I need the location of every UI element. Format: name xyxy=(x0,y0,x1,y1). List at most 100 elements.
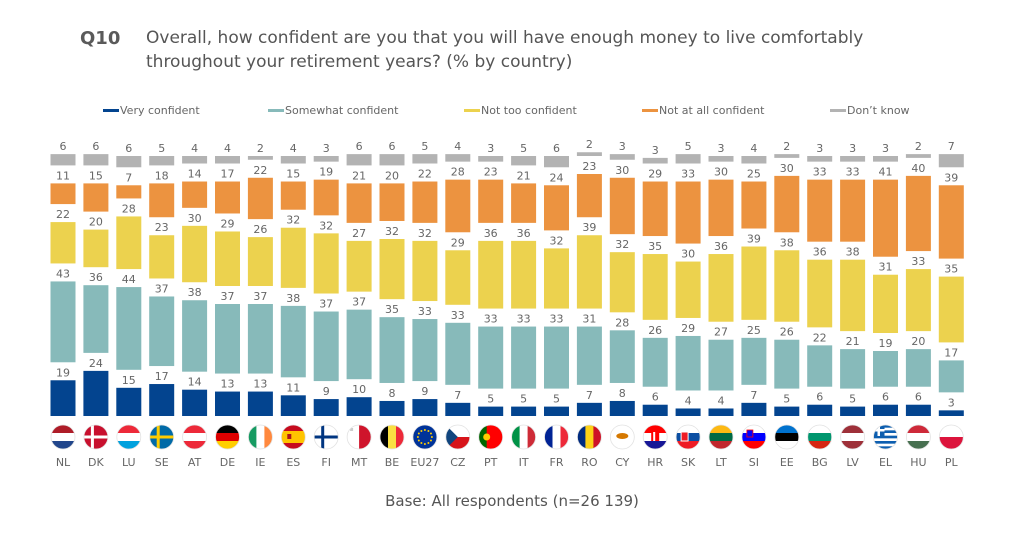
data-label: 39 xyxy=(747,233,761,246)
legend-item-dont-know: Don’t know xyxy=(830,104,910,117)
x-tick-label: HU xyxy=(910,456,926,469)
bar-segment-not-too-confident-mt xyxy=(346,240,372,292)
data-label: 24 xyxy=(550,171,564,184)
data-label: 3 xyxy=(619,140,626,153)
bar-segment-very-confident-ee xyxy=(774,406,800,416)
flag-icon-hu xyxy=(906,424,931,450)
bar-segment-not-at-all-confident-de xyxy=(215,181,240,214)
legend-label: Don’t know xyxy=(847,104,910,117)
bar-segment-very-confident-bg xyxy=(807,404,833,416)
data-label: 33 xyxy=(550,313,564,326)
data-label: 37 xyxy=(319,298,333,311)
data-label: 3 xyxy=(816,142,823,155)
bar-segment-somewhat-confident-hu xyxy=(905,349,931,387)
bar-segment-not-at-all-confident-sk xyxy=(675,181,701,244)
data-label: 4 xyxy=(718,394,725,407)
legend-label: Very confident xyxy=(120,104,200,117)
data-label: 5 xyxy=(421,140,428,153)
bar-segment-very-confident-be xyxy=(379,400,405,416)
data-label: 26 xyxy=(780,326,794,339)
data-label: 5 xyxy=(158,142,165,155)
data-label: 21 xyxy=(517,169,531,182)
bar-segment-not-at-all-confident-bg xyxy=(807,179,833,242)
bar-segment-not-at-all-confident-nl xyxy=(50,183,76,205)
legend-item-not-at-all-confident: Not at all confident xyxy=(642,104,764,117)
bar-segment-don-t-know-ro xyxy=(576,152,602,156)
bar-segment-don-t-know-se xyxy=(149,156,175,166)
bar-segment-not-too-confident-bg xyxy=(807,259,833,328)
data-label: 36 xyxy=(89,271,103,284)
data-label: 27 xyxy=(352,227,366,240)
bar-segment-somewhat-confident-nl xyxy=(50,281,76,363)
data-label: 32 xyxy=(550,234,564,247)
bar-segment-very-confident-el xyxy=(873,404,898,416)
bar-segment-very-confident-fi xyxy=(313,399,339,416)
bar-segment-very-confident-es xyxy=(280,395,306,416)
data-label: 36 xyxy=(484,227,498,240)
bar-segment-don-t-know-it xyxy=(511,156,537,166)
data-label: 35 xyxy=(944,263,958,276)
data-label: 28 xyxy=(451,166,465,179)
data-label: 2 xyxy=(257,142,264,155)
bar-segment-not-too-confident-pt xyxy=(478,240,504,309)
data-label: 3 xyxy=(323,142,330,155)
flag-icon-ie xyxy=(247,424,273,450)
data-label: 30 xyxy=(188,212,202,225)
bar-segment-very-confident-ie xyxy=(247,391,273,416)
data-label: 23 xyxy=(155,221,169,234)
data-label: 33 xyxy=(451,309,465,322)
data-label: 19 xyxy=(56,366,70,379)
data-label: 23 xyxy=(484,166,498,179)
bar-segment-not-too-confident-ee xyxy=(774,250,800,322)
data-label: 36 xyxy=(517,227,531,240)
bar-segment-somewhat-confident-bg xyxy=(807,345,833,387)
data-label: 20 xyxy=(89,216,103,229)
data-label: 29 xyxy=(221,217,235,230)
x-tick-label: PL xyxy=(945,456,959,469)
data-label: 32 xyxy=(286,214,300,227)
data-label: 13 xyxy=(221,378,235,391)
bar-segment-don-t-know-hu xyxy=(905,154,931,158)
bar-segment-don-t-know-fi xyxy=(313,156,339,162)
bar-segment-very-confident-hr xyxy=(642,404,668,416)
data-label: 21 xyxy=(846,335,860,348)
data-label: 23 xyxy=(582,160,596,173)
x-tick-label: RO xyxy=(581,456,598,469)
bar-segment-very-confident-at xyxy=(182,389,208,416)
legend-item-somewhat-confident: Somewhat confident xyxy=(268,104,398,117)
flag-icon-at xyxy=(182,424,208,450)
data-label: 6 xyxy=(60,140,67,153)
data-label: 19 xyxy=(879,337,893,350)
x-tick-label: AT xyxy=(188,456,202,469)
data-label: 29 xyxy=(648,168,662,181)
data-label: 5 xyxy=(783,393,790,406)
x-tick-label: PT xyxy=(484,456,498,469)
data-label: 27 xyxy=(714,326,728,339)
bar-segment-not-at-all-confident-es xyxy=(280,181,306,210)
bar-segment-not-at-all-confident-ro xyxy=(576,174,602,218)
data-label: 17 xyxy=(221,168,235,181)
flag-icon-eu27 xyxy=(412,424,438,450)
bar-segment-somewhat-confident-at xyxy=(182,300,208,372)
flag-icon-bg xyxy=(807,424,833,450)
x-tick-label: IE xyxy=(255,456,265,469)
x-tick-label: FR xyxy=(550,456,564,469)
bar-segment-somewhat-confident-lv xyxy=(840,349,866,389)
bar-segment-don-t-know-lt xyxy=(708,156,734,162)
bar-segment-not-too-confident-es xyxy=(280,227,306,288)
data-label: 3 xyxy=(718,142,725,155)
bar-segment-very-confident-nl xyxy=(50,380,76,416)
bar-segment-don-t-know-eu27 xyxy=(412,154,438,164)
data-label: 37 xyxy=(155,282,169,295)
bar-segment-not-too-confident-fr xyxy=(544,248,569,309)
data-label: 6 xyxy=(389,140,396,153)
data-label: 7 xyxy=(750,389,757,402)
bar-segment-not-at-all-confident-pl xyxy=(938,185,964,259)
bar-segment-very-confident-ro xyxy=(576,402,602,416)
flag-icon-si xyxy=(741,424,767,450)
flag-icon-be xyxy=(379,424,405,450)
bar-segment-don-t-know-mt xyxy=(346,154,372,166)
data-label: 6 xyxy=(652,391,659,404)
data-label: 38 xyxy=(286,292,300,305)
data-label: 33 xyxy=(681,168,695,181)
